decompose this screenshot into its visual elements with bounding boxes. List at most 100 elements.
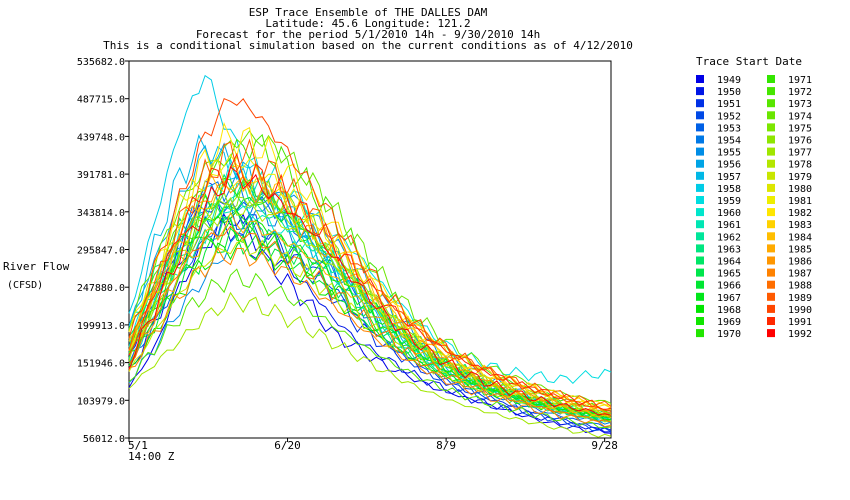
title-line-4: This is a conditional simulation based o… <box>103 39 633 52</box>
legend-swatch-1961 <box>696 220 704 229</box>
y-tick-label: 247880.0 <box>77 283 125 294</box>
legend-label-1955: 1955 <box>717 148 741 159</box>
y-tick-label: 295847.0 <box>77 246 125 257</box>
series-line-1978 <box>128 196 612 417</box>
series-line-1983 <box>128 175 612 406</box>
x-axis: 5/1 6/20 8/9 9/28 <box>128 438 618 452</box>
series-line-1992 <box>128 166 612 416</box>
legend-swatch-1974 <box>767 111 775 120</box>
legend-label-1991: 1991 <box>788 317 812 328</box>
legend-swatch-1958 <box>696 183 704 192</box>
legend-swatch-1970 <box>696 329 704 338</box>
series-line-1959 <box>128 156 612 385</box>
legend-swatch-1978 <box>767 159 775 168</box>
legend-label-1982: 1982 <box>788 208 812 219</box>
series-line-1986 <box>128 174 612 414</box>
series-line-1949 <box>128 213 612 434</box>
legend-label-1974: 1974 <box>788 111 812 122</box>
legend-swatch-1981 <box>767 196 775 204</box>
x-tick-label: 5/1 <box>128 439 148 452</box>
legend-swatch-1971 <box>767 75 775 83</box>
legend-label-1989: 1989 <box>788 293 812 304</box>
title-line-2: Latitude: 45.6 Longitude: 121.2 <box>265 17 470 30</box>
x-axis-time-note: 14:00 Z <box>128 450 175 463</box>
legend-label-1959: 1959 <box>717 196 741 207</box>
legend-swatch-1973 <box>767 99 775 108</box>
legend-label-1970: 1970 <box>717 329 741 340</box>
legend-label-1952: 1952 <box>717 111 741 122</box>
y-tick-label: 487715.0 <box>77 95 125 106</box>
legend-swatch-1956 <box>696 159 704 168</box>
legend-label-1950: 1950 <box>717 87 741 98</box>
legend-swatch-1984 <box>767 232 775 241</box>
legend-label-1953: 1953 <box>717 123 741 134</box>
y-tick-label: 151946.0 <box>77 359 125 370</box>
legend-label-1966: 1966 <box>717 281 741 292</box>
legend-label-1976: 1976 <box>788 136 812 147</box>
legend-label-1972: 1972 <box>788 87 812 98</box>
legend-swatch-1969 <box>696 317 704 325</box>
y-axis: 535682.0 487715.0 439748.0 391781.0 343814.0… <box>77 57 129 445</box>
legend-label-1973: 1973 <box>788 99 812 110</box>
legend-swatch-1964 <box>696 256 704 265</box>
legend-label-1981: 1981 <box>788 196 812 207</box>
series-line-1977 <box>128 291 612 438</box>
x-tick-label: 9/28 <box>591 439 618 452</box>
legend-swatch-1979 <box>767 171 775 180</box>
series-line-1989 <box>128 138 612 408</box>
y-tick-label: 391781.0 <box>77 170 125 181</box>
legend-swatch-1962 <box>696 232 704 241</box>
legend-swatch-1963 <box>696 244 704 253</box>
y-tick-label: 343814.0 <box>77 208 125 219</box>
y-axis-label: River Flow <box>3 260 70 273</box>
x-tick-label: 6/20 <box>274 439 301 452</box>
series-line-1980 <box>128 154 612 417</box>
legend-label-1964: 1964 <box>717 257 741 268</box>
legend-label-1977: 1977 <box>788 148 812 159</box>
legend-label-1975: 1975 <box>788 123 812 134</box>
legend-swatch-1953 <box>696 123 704 132</box>
legend-swatch-1988 <box>767 280 775 289</box>
legend-swatch-1950 <box>696 87 704 96</box>
legend-label-1990: 1990 <box>788 305 812 316</box>
plot-frame <box>128 60 612 439</box>
series-line-1950 <box>128 201 612 433</box>
x-tick-label: 8/9 <box>436 439 456 452</box>
y-tick-label: 199913.0 <box>77 321 125 332</box>
legend-label-1965: 1965 <box>717 269 741 280</box>
y-tick-label: 56012.0 <box>83 434 125 445</box>
legend-swatch-1991 <box>767 317 775 325</box>
legend-swatch-1959 <box>696 196 704 204</box>
legend-label-1979: 1979 <box>788 172 812 183</box>
legend-swatch-1980 <box>767 183 775 192</box>
legend-label-1984: 1984 <box>788 232 812 243</box>
legend-swatch-1972 <box>767 87 775 96</box>
legend-label-1968: 1968 <box>717 305 741 316</box>
legend-swatch-1992 <box>767 329 775 338</box>
legend-swatch-1985 <box>767 244 775 253</box>
legend-label-1957: 1957 <box>717 172 741 183</box>
legend-swatch-1951 <box>696 99 704 108</box>
legend-swatch-1955 <box>696 147 704 156</box>
legend-label-1954: 1954 <box>717 136 741 147</box>
series-line-1970 <box>128 218 612 419</box>
legend-swatch-1954 <box>696 135 704 144</box>
y-tick-label: 103979.0 <box>77 396 125 407</box>
legend-swatch-1983 <box>767 220 775 229</box>
legend-label-1988: 1988 <box>788 281 812 292</box>
legend-swatch-1989 <box>767 292 775 301</box>
y-tick-label: 535682.0 <box>77 57 125 68</box>
series-line-1968 <box>128 234 612 421</box>
title-line-1: ESP Trace Ensemble of THE DALLES DAM <box>249 6 488 19</box>
y-tick-label: 439748.0 <box>77 132 125 143</box>
series-line-1988 <box>128 225 612 423</box>
legend-swatch-1966 <box>696 280 704 289</box>
legend-swatch-1967 <box>696 292 704 301</box>
legend-swatch-1975 <box>767 123 775 132</box>
plot-area <box>128 60 612 439</box>
legend-title: Trace Start Date <box>696 55 802 68</box>
series-lines <box>128 74 612 438</box>
legend-label-1992: 1992 <box>788 329 812 340</box>
